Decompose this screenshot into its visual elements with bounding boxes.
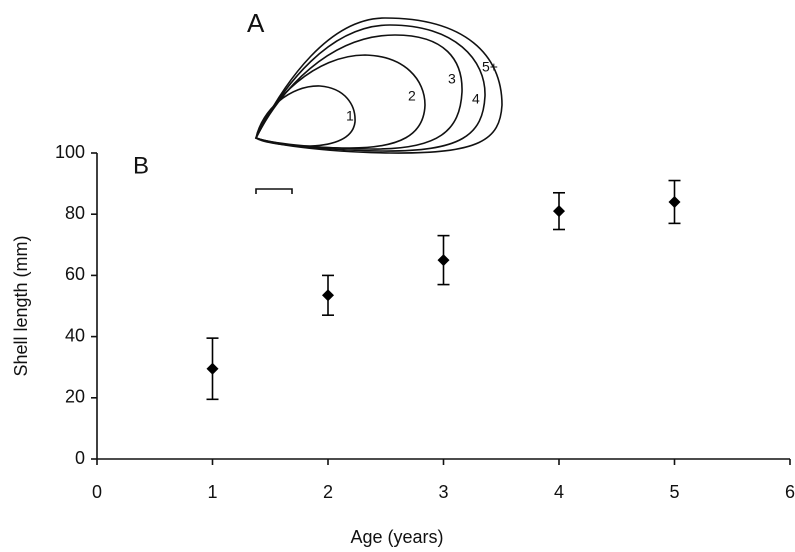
shell-ring (254, 17, 503, 154)
y-tick-label: 80 (65, 203, 85, 223)
shell-ring (255, 85, 356, 147)
y-tick-label: 20 (65, 387, 85, 407)
ring-label: 3 (448, 71, 456, 87)
marker (668, 195, 681, 208)
scale-bar (255, 188, 293, 194)
ring-label: 5+ (482, 59, 498, 75)
y-tick-label: 0 (75, 448, 85, 468)
y-axis-label: Shell length (mm) (11, 235, 31, 376)
shell-diagram (254, 17, 503, 194)
ring-label: 2 (408, 88, 416, 104)
ring-label: 4 (472, 91, 480, 107)
y-tick-label: 40 (65, 325, 85, 345)
x-tick-label: 0 (92, 482, 102, 502)
marker (437, 254, 450, 267)
x-axis-label: Age (years) (350, 527, 443, 547)
x-tick-label: 4 (554, 482, 564, 502)
shell-ring (254, 54, 426, 149)
shell-ring (254, 24, 486, 152)
panel-label: A (247, 8, 265, 38)
marker (553, 205, 565, 218)
x-tick-label: 6 (785, 482, 795, 502)
panel-label: B (133, 152, 149, 179)
x-tick-label: 1 (207, 482, 217, 502)
x-tick-label: 5 (669, 482, 679, 502)
x-tick-label: 3 (438, 482, 448, 502)
marker (206, 362, 219, 375)
y-tick-label: 100 (55, 142, 85, 162)
y-tick-label: 60 (65, 264, 85, 284)
marker (322, 289, 334, 302)
x-tick-label: 2 (323, 482, 333, 502)
ring-label: 1 (346, 108, 354, 124)
